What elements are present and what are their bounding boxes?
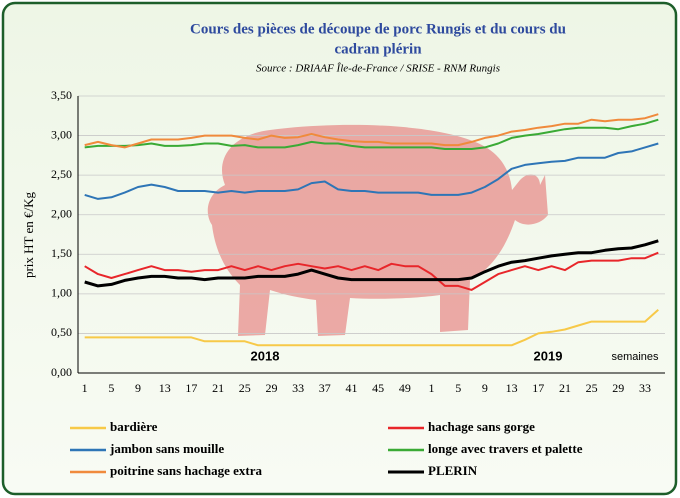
x-tick-label: 21 bbox=[212, 381, 224, 395]
y-tick-label: 2,00 bbox=[51, 206, 72, 220]
x-tick-label: 49 bbox=[399, 381, 411, 395]
x-tick-label: 17 bbox=[532, 381, 544, 395]
y-tick-label: 3,00 bbox=[51, 127, 72, 141]
x-tick-label: 5 bbox=[108, 381, 114, 395]
x-tick-label: 29 bbox=[265, 381, 277, 395]
legend-label: poitrine sans hachage extra bbox=[110, 463, 263, 478]
annotation: 2018 bbox=[251, 348, 280, 363]
x-tick-label: 25 bbox=[239, 381, 251, 395]
legend-label: longe avec travers et palette bbox=[428, 441, 583, 456]
x-tick-label: 1 bbox=[82, 381, 88, 395]
subtitle: Source : DRIAAF Île-de-France / SRISE - … bbox=[256, 63, 500, 75]
y-tick-label: 1,50 bbox=[51, 246, 72, 260]
y-tick-label: 3,50 bbox=[51, 88, 72, 102]
x-tick-label: 13 bbox=[506, 381, 518, 395]
legend-label: PLERIN bbox=[428, 463, 478, 478]
x-tick-label: 21 bbox=[559, 381, 571, 395]
x-tick-label: 5 bbox=[455, 381, 461, 395]
y-tick-label: 1,00 bbox=[51, 286, 72, 300]
x-tick-label: 25 bbox=[586, 381, 598, 395]
y-tick-label: 2,50 bbox=[51, 167, 72, 181]
legend-label: bardière bbox=[110, 419, 158, 434]
x-tick-label: 9 bbox=[135, 381, 141, 395]
plot-background bbox=[78, 96, 665, 373]
page: {"chart_data": {"type": "line", "title":… bbox=[0, 0, 680, 498]
x-tick-label: 33 bbox=[639, 381, 651, 395]
x-tick-label: 41 bbox=[345, 381, 357, 395]
x-tick-label: 37 bbox=[319, 381, 331, 395]
chart-title-line1: Cours des pièces de découpe de porc Rung… bbox=[190, 21, 566, 37]
legend-label: jambon sans mouille bbox=[109, 441, 224, 456]
x-tick-label: 1 bbox=[429, 381, 435, 395]
y-tick-label: 0,50 bbox=[51, 325, 72, 339]
x-tick-label: 45 bbox=[372, 381, 384, 395]
legend-label: hachage sans gorge bbox=[428, 419, 535, 434]
chart-title-line2: cadran plérin bbox=[334, 41, 422, 57]
x-tick-label: 17 bbox=[185, 381, 197, 395]
x-tick-label: 33 bbox=[292, 381, 304, 395]
y-axis-label: prix HT en €/Kg bbox=[21, 191, 36, 278]
plot-area: 0,00 0,50 1,00 1,50 2,00 2,50 3,00 3,50 1 5 9 13 17 2… bbox=[51, 88, 665, 395]
annotation: semaines bbox=[611, 351, 659, 363]
y-tick-label: 0,00 bbox=[51, 365, 72, 379]
x-tick-label: 9 bbox=[482, 381, 488, 395]
chart: Cours des pièces de découpe de porc Rung… bbox=[0, 0, 680, 498]
annotation: 2019 bbox=[534, 348, 563, 363]
x-tick-label: 29 bbox=[612, 381, 624, 395]
x-tick-label: 13 bbox=[159, 381, 171, 395]
